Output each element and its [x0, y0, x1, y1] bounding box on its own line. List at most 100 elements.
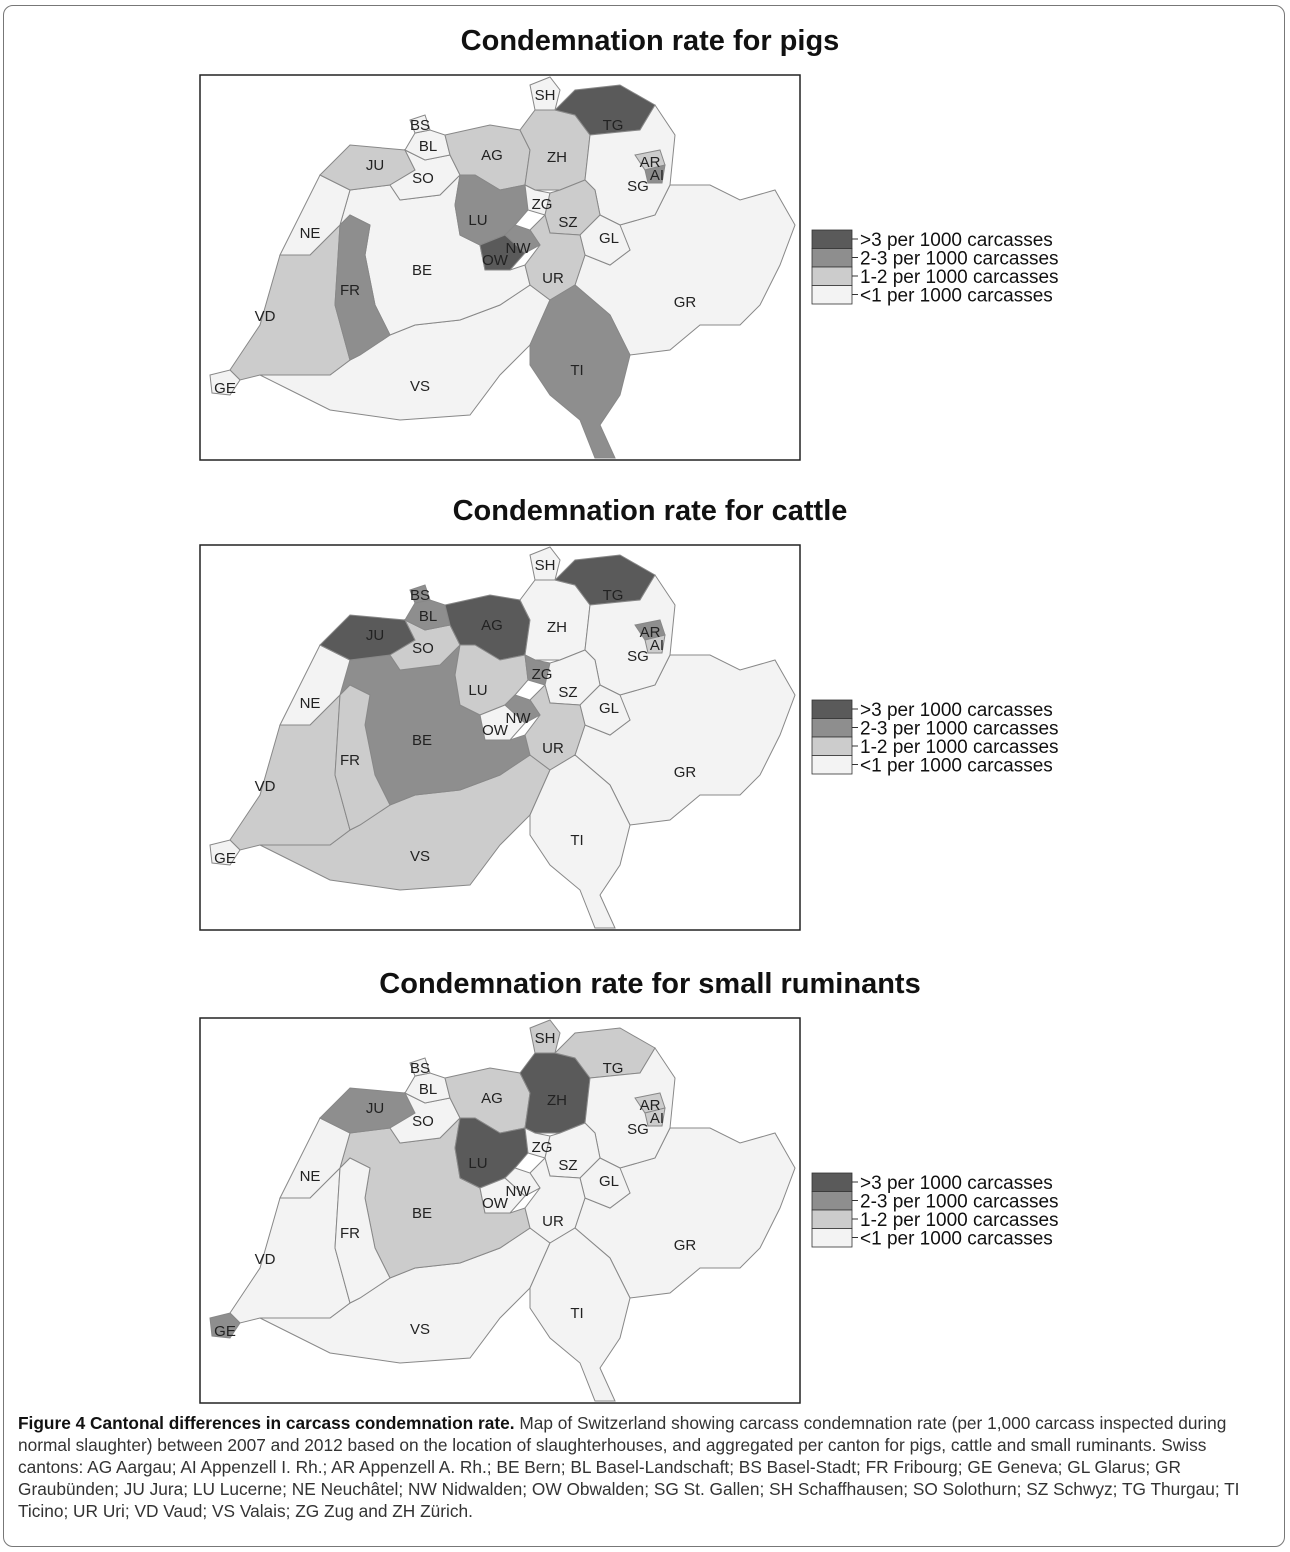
canton-label: BL	[419, 1081, 437, 1098]
canton-label: NE	[300, 225, 321, 242]
canton-label: GE	[214, 1323, 236, 1340]
legend-label: >3 per 1000 carcasses	[860, 700, 1053, 721]
legend-swatch	[811, 755, 853, 775]
canton-label: VS	[410, 848, 430, 865]
map	[209, 546, 796, 929]
canton-label: TI	[570, 832, 583, 849]
figure-border	[3, 5, 1285, 1547]
canton-label: UR	[542, 270, 564, 287]
canton	[334, 684, 391, 831]
canton	[334, 1157, 391, 1304]
map-title: Condemnation rate for cattle	[453, 495, 848, 527]
canton-label: SO	[412, 640, 434, 657]
canton	[279, 1117, 351, 1199]
legend-swatch	[811, 266, 853, 286]
canton-label: BS	[410, 587, 430, 604]
canton-label: BL	[419, 608, 437, 625]
canton-label: NW	[506, 710, 532, 727]
canton-label: ZG	[532, 196, 553, 213]
legend-label: 1-2 per 1000 carcasses	[860, 737, 1059, 758]
caption-title: Figure 4 Cantonal differences in carcass…	[18, 1413, 515, 1433]
canton-label: OW	[482, 1195, 509, 1212]
canton-label: LU	[468, 212, 487, 229]
legend-label: 2-3 per 1000 carcasses	[860, 1192, 1059, 1213]
canton	[409, 584, 431, 604]
canton	[409, 114, 431, 134]
canton-label: ZH	[547, 1092, 567, 1109]
canton-label: JU	[366, 627, 384, 644]
canton-label: GR	[674, 1237, 697, 1254]
canton	[334, 214, 391, 361]
canton-label: TG	[603, 1060, 624, 1077]
caption-text: Map of Switzerland showing carcass conde…	[18, 1413, 1240, 1521]
canton-label: VS	[410, 1321, 430, 1338]
canton-label: ZG	[532, 1139, 553, 1156]
canton-label: FR	[340, 1225, 360, 1242]
canton-label: OW	[482, 252, 509, 269]
canton-label: JU	[366, 1100, 384, 1117]
canton	[529, 754, 631, 929]
canton	[644, 634, 666, 654]
canton-label: BE	[412, 732, 432, 749]
canton-label: AI	[650, 637, 664, 654]
canton-label: GR	[674, 294, 697, 311]
legend-label: <1 per 1000 carcasses	[860, 1229, 1053, 1250]
canton-label: AG	[481, 147, 503, 164]
legend-swatch	[811, 1209, 853, 1229]
canton-label: ZG	[532, 666, 553, 683]
canton-label: SH	[535, 1030, 556, 1047]
canton	[504, 224, 541, 254]
canton-label: SO	[412, 170, 434, 187]
canton-label: JU	[366, 157, 384, 174]
canton-label: TG	[603, 587, 624, 604]
canton	[479, 234, 526, 271]
canton	[279, 174, 351, 256]
canton-label: GR	[674, 764, 697, 781]
canton-label: SH	[535, 557, 556, 574]
canton-label: NW	[506, 1183, 532, 1200]
canton-label: GE	[214, 380, 236, 397]
canton	[209, 839, 241, 866]
legend-swatch	[811, 1228, 853, 1248]
map-title: Condemnation rate for small ruminants	[379, 968, 920, 1000]
canton	[524, 684, 586, 771]
canton	[529, 76, 561, 111]
canton-label: SG	[627, 1121, 649, 1138]
canton-label: FR	[340, 752, 360, 769]
legend-swatch	[811, 1172, 853, 1192]
canton	[504, 694, 541, 724]
canton-label: ZH	[547, 149, 567, 166]
legend-label: 1-2 per 1000 carcasses	[860, 1210, 1059, 1231]
canton-label: BS	[410, 1060, 430, 1077]
legend-label: 2-3 per 1000 carcasses	[860, 249, 1059, 270]
canton-label: VD	[255, 778, 276, 795]
canton-label: GE	[214, 850, 236, 867]
canton-label: OW	[482, 722, 509, 739]
canton-label: AR	[640, 1097, 661, 1114]
legend-label: >3 per 1000 carcasses	[860, 1173, 1053, 1194]
canton-label: BE	[412, 262, 432, 279]
legend-swatch	[811, 699, 853, 719]
map	[209, 1019, 796, 1402]
legend-swatch	[811, 248, 853, 268]
canton-label: AG	[481, 1090, 503, 1107]
canton	[529, 284, 631, 459]
map	[209, 76, 796, 459]
canton-label: SZ	[558, 214, 577, 231]
canton	[529, 546, 561, 581]
legend-label: >3 per 1000 carcasses	[860, 230, 1053, 251]
canton-label: LU	[468, 682, 487, 699]
canton-label: AR	[640, 154, 661, 171]
canton	[524, 1157, 586, 1244]
legend-label: <1 per 1000 carcasses	[860, 756, 1053, 777]
canton	[479, 1177, 526, 1214]
canton-label: SG	[627, 648, 649, 665]
canton-label: AG	[481, 617, 503, 634]
legend-swatch	[811, 736, 853, 756]
legend-swatch	[811, 229, 853, 249]
canton	[479, 704, 526, 741]
canton-label: TI	[570, 1305, 583, 1322]
canton-label: LU	[468, 1155, 487, 1172]
canton	[279, 644, 351, 726]
canton-label: NE	[300, 695, 321, 712]
